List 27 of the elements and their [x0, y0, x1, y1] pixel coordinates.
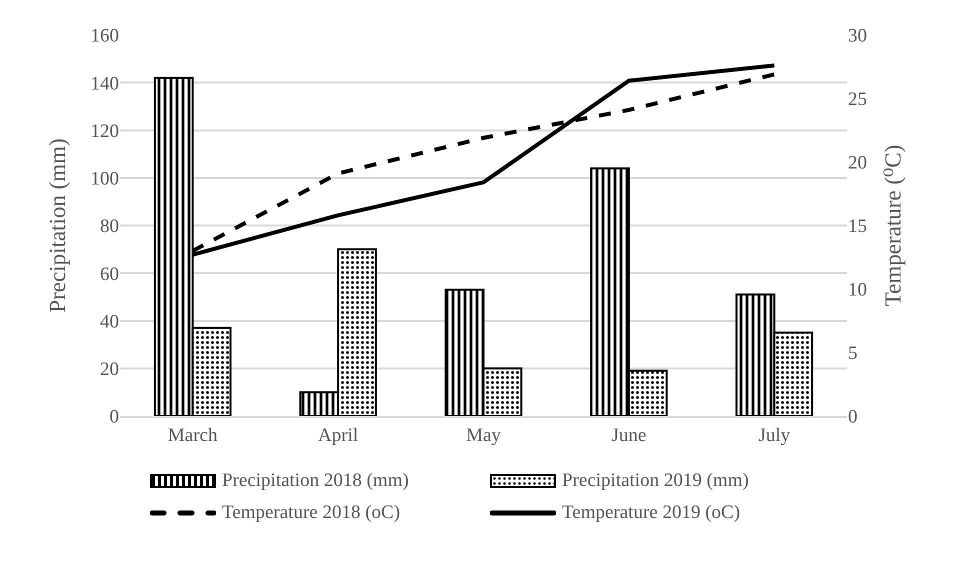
y2-tick-label: 5 [848, 343, 858, 364]
y-tick-label: 40 [100, 311, 119, 332]
y-tick-label: 120 [90, 120, 119, 142]
legend-label: Precipitation 2019 (mm) [562, 470, 749, 492]
y2-tick-label: 25 [848, 89, 867, 110]
legend-label: Temperature 2019 (oC) [562, 502, 740, 524]
legend-label: Temperature 2018 (oC) [222, 502, 400, 524]
y-tick-label: 60 [100, 264, 119, 285]
y2-tick-label: 10 [848, 280, 867, 301]
x-tick-label: May [466, 424, 502, 446]
x-tick-label: June [611, 424, 646, 446]
y2-tick-label: 30 [848, 26, 867, 47]
y-tick-label: 140 [90, 73, 119, 94]
y2-tick-label: 0 [848, 406, 858, 428]
y-tick-label: 0 [110, 406, 119, 428]
x-tick-label: July [758, 424, 791, 446]
legend-label: Precipitation 2018 (mm) [222, 470, 409, 492]
y-tick-label: 20 [100, 359, 119, 380]
y2-axis-title: Temperature (⁰C) [880, 144, 906, 306]
y2-tick-label: 20 [848, 152, 867, 174]
x-tick-label: April [318, 424, 358, 446]
x-tick-label: March [168, 424, 218, 446]
y2-tick-label: 15 [848, 216, 867, 238]
y-tick-label: 100 [90, 168, 119, 190]
y-tick-label: 160 [90, 26, 119, 47]
y-tick-label: 80 [100, 216, 119, 238]
y-axis-title: Precipitation (mm) [44, 138, 70, 313]
